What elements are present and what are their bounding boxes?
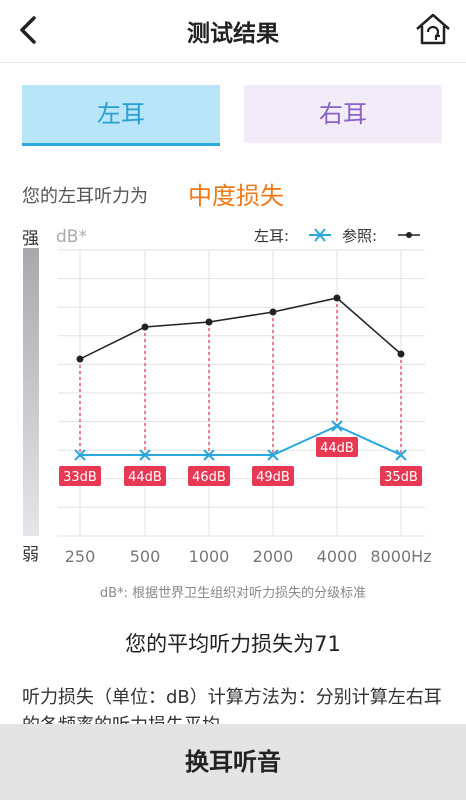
left-ear-series-point	[203, 449, 215, 461]
chevron-left-icon[interactable]	[10, 12, 46, 48]
reference-series-point	[205, 318, 213, 326]
intensity-gradient-bar	[23, 248, 39, 536]
reference-series-line	[79, 297, 402, 360]
data-label: 49dB	[256, 470, 290, 485]
tab-right-ear[interactable]: 右耳	[244, 85, 442, 143]
left-ear-series-point	[139, 449, 151, 461]
data-label: 35dB	[384, 470, 418, 485]
data-label-box	[188, 466, 230, 486]
legend-left-ear-label: 左耳:	[254, 227, 289, 245]
y-axis-label: dB*	[56, 227, 87, 247]
switch-ear-button[interactable]: 换耳听音	[0, 724, 466, 800]
average-loss-text: 您的平均听力损失为71	[125, 632, 341, 656]
data-label: 46dB	[192, 470, 226, 485]
legend-reference-marker	[398, 232, 420, 238]
data-label: 33dB	[63, 470, 97, 485]
result-level: 中度损失	[188, 182, 284, 210]
reference-series-point	[397, 350, 405, 358]
x-tick-label: 1000	[189, 547, 230, 566]
left-ear-series-point	[395, 449, 407, 461]
x-tick-label: 4000	[317, 547, 358, 566]
left-ear-series-line	[80, 424, 402, 456]
audiogram-chart: dB* 左耳: 参照: 250 500 1000 2000 4000 8000Hz 33dB…	[56, 227, 432, 566]
chart-marks: 250 500 1000 2000 4000 8000Hz 33dB 44dB 46dB 49dB…	[59, 294, 432, 566]
header-bar: 测试结果	[0, 0, 466, 63]
legend-left-ear-marker	[309, 228, 331, 242]
data-label: 44dB	[128, 470, 162, 485]
data-label: 44dB	[320, 441, 354, 456]
page-title: 测试结果	[187, 21, 279, 47]
home-icon[interactable]	[414, 10, 452, 48]
result-prefix: 您的左耳听力为	[22, 186, 148, 207]
left-ear-series-point	[331, 420, 343, 432]
reference-series-point	[333, 294, 341, 302]
x-tick-label: 2000	[253, 547, 294, 566]
x-tick-label: 8000Hz	[370, 547, 431, 566]
left-ear-series-point	[74, 449, 86, 461]
reference-series-point	[76, 355, 84, 363]
left-ear-series-point	[267, 449, 279, 461]
data-label-box	[252, 466, 294, 486]
chart-grid	[58, 249, 425, 537]
x-tick-label: 250	[65, 547, 96, 566]
data-label-box	[59, 466, 101, 486]
standard-note: dB*: 根据世界卫生组织对听力损失的分级标准	[99, 586, 367, 601]
data-label-box	[380, 466, 422, 486]
scale-weak-label: 弱	[22, 545, 39, 565]
scale-strong-label: 强	[22, 229, 39, 249]
reference-series-point	[141, 323, 149, 331]
legend-reference-label: 参照:	[342, 227, 377, 245]
data-label-box	[124, 466, 166, 486]
x-tick-label: 500	[130, 547, 161, 566]
reference-series-point	[269, 308, 277, 316]
tab-left-ear[interactable]: 左耳	[22, 85, 220, 146]
data-label-box	[316, 437, 358, 457]
